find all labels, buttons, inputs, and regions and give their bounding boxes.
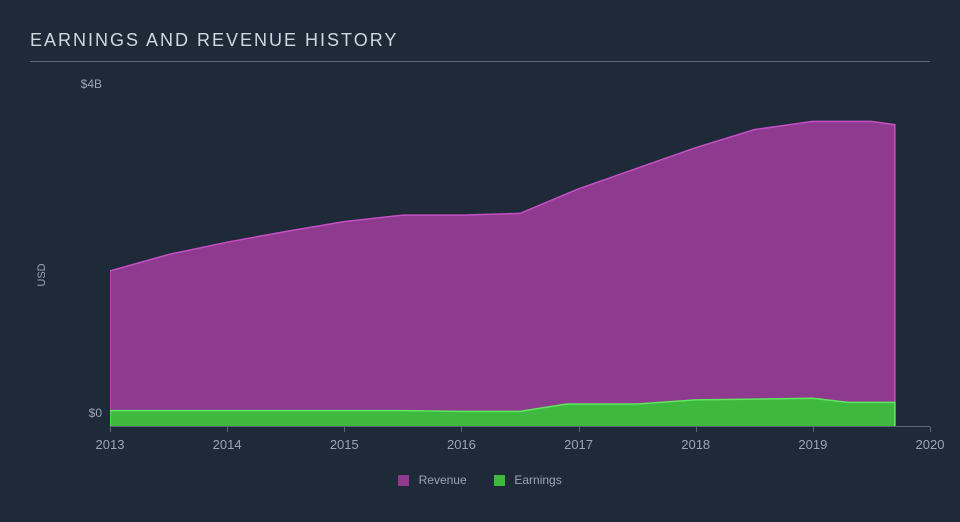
x-tick-line (696, 427, 697, 432)
x-tick-label: 2019 (798, 437, 827, 452)
revenue-area (110, 121, 895, 427)
chart-area: USD 20132014201520162017201820192020 $0$… (70, 82, 930, 467)
legend-item-earnings: Earnings (494, 473, 562, 487)
y-axis-label: USD (36, 263, 48, 286)
x-tick-label: 2014 (213, 437, 242, 452)
x-tick-label: 2017 (564, 437, 593, 452)
title-container: EARNINGS AND REVENUE HISTORY (30, 30, 930, 62)
plot-region: 20132014201520162017201820192020 $0$4B (110, 82, 930, 427)
x-tick-label: 2016 (447, 437, 476, 452)
x-tick-line (227, 427, 228, 432)
x-tick-line (344, 427, 345, 432)
x-tick-line (461, 427, 462, 432)
area-svg (110, 82, 930, 427)
legend-label-revenue: Revenue (419, 473, 467, 487)
legend-item-revenue: Revenue (398, 473, 466, 487)
x-axis-line (110, 426, 930, 427)
legend-label-earnings: Earnings (514, 473, 561, 487)
y-tick-label: $4B (81, 77, 102, 91)
legend: Revenue Earnings (30, 473, 930, 487)
x-tick-line (110, 427, 111, 432)
x-tick-label: 2018 (681, 437, 710, 452)
y-tick-label: $0 (89, 406, 102, 420)
chart-title: EARNINGS AND REVENUE HISTORY (30, 30, 930, 51)
x-tick-line (813, 427, 814, 432)
x-tick-label: 2020 (916, 437, 945, 452)
x-tick-label: 2015 (330, 437, 359, 452)
x-tick-label: 2013 (96, 437, 125, 452)
legend-swatch-earnings (494, 475, 505, 486)
legend-swatch-revenue (398, 475, 409, 486)
x-tick-line (930, 427, 931, 432)
x-tick-line (579, 427, 580, 432)
